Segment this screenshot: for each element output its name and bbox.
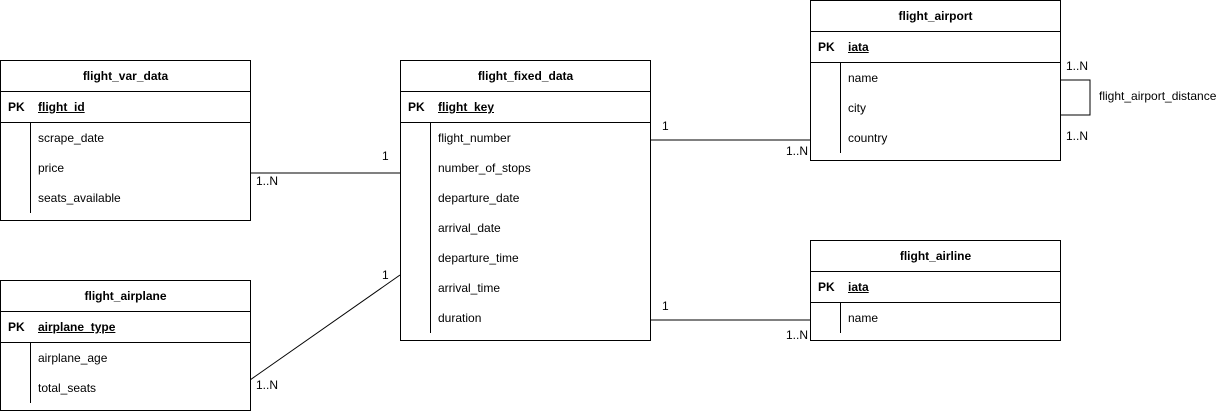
pk-label: PK [8,100,25,114]
column-divider [30,123,31,213]
entity-flight-airplane[interactable]: flight_airplane PK airplane_type airplan… [0,280,251,411]
attribute-list: airplane_age total_seats [1,343,250,403]
attribute: price [38,161,65,175]
primary-key-row: PK iata [811,32,1060,63]
column-divider [840,63,841,153]
attribute: flight_number [438,131,511,145]
attribute-list: name city country [811,63,1060,153]
entity-flight-airline[interactable]: flight_airline PK iata name [810,240,1061,341]
attribute: seats_available [38,191,121,205]
cardinality-fixed-airline-one: 1 [662,299,669,313]
pk-field: airplane_type [38,320,116,334]
column-divider [30,343,31,403]
relation-airplane-fixed-line [249,274,401,381]
entity-title: flight_airline [811,241,1060,272]
pk-label: PK [818,280,835,294]
cardinality-var-fixed-one: 1 [382,149,389,163]
column-divider [430,123,431,333]
entity-title: flight_var_data [1,61,250,92]
entity-flight-fixed-data[interactable]: flight_fixed_data PK flight_key flight_n… [400,60,651,341]
cardinality-fixed-airline-many: 1..N [786,328,809,342]
entity-flight-var-data[interactable]: flight_var_data PK flight_id scrape_date… [0,60,251,221]
primary-key-row: PK flight_id [1,92,250,123]
pk-field: flight_id [38,100,85,114]
cardinality-distance-bottom: 1..N [1066,129,1089,143]
pk-label: PK [8,320,25,334]
attribute: name [848,71,879,85]
attribute: total_seats [38,381,97,395]
pk-label: PK [818,40,835,54]
entity-title: flight_airport [811,1,1060,32]
entity-flight-airport[interactable]: flight_airport PK iata name city country [810,0,1061,161]
attribute: country [848,131,888,145]
attribute: departure_time [438,251,519,265]
cardinality-fixed-airport-many: 1..N [786,144,809,158]
attribute: name [848,311,879,325]
entity-title: flight_airplane [1,281,250,312]
attribute: departure_date [438,191,520,205]
cardinality-var-fixed-many: 1..N [256,174,279,188]
column-divider [840,303,841,333]
cardinality-fixed-airport-one: 1 [662,119,669,133]
entity-title: flight_fixed_data [401,61,650,92]
pk-field: flight_key [438,100,495,114]
attribute-list: flight_number number_of_stops departure_… [401,123,650,333]
cardinality-distance-top: 1..N [1066,59,1089,73]
attribute-list: name [811,303,1060,333]
pk-label: PK [408,100,425,114]
attribute: airplane_age [38,351,108,365]
attribute: arrival_time [438,281,501,295]
primary-key-row: PK iata [811,272,1060,303]
attribute: number_of_stops [438,161,531,175]
attribute: city [848,101,866,115]
relation-airport-distance-loop [1060,79,1091,116]
pk-field: iata [848,280,869,294]
pk-field: iata [848,40,869,54]
attribute-list: scrape_date price seats_available [1,123,250,213]
primary-key-row: PK airplane_type [1,312,250,343]
attribute: arrival_date [438,221,501,235]
attribute: duration [438,311,482,325]
cardinality-airplane-fixed-one: 1 [382,268,389,282]
cardinality-airplane-fixed-many: 1..N [256,378,279,392]
attribute: scrape_date [38,131,105,145]
primary-key-row: PK flight_key [401,92,650,123]
relation-name-airport-distance: flight_airport_distance [1099,89,1217,103]
